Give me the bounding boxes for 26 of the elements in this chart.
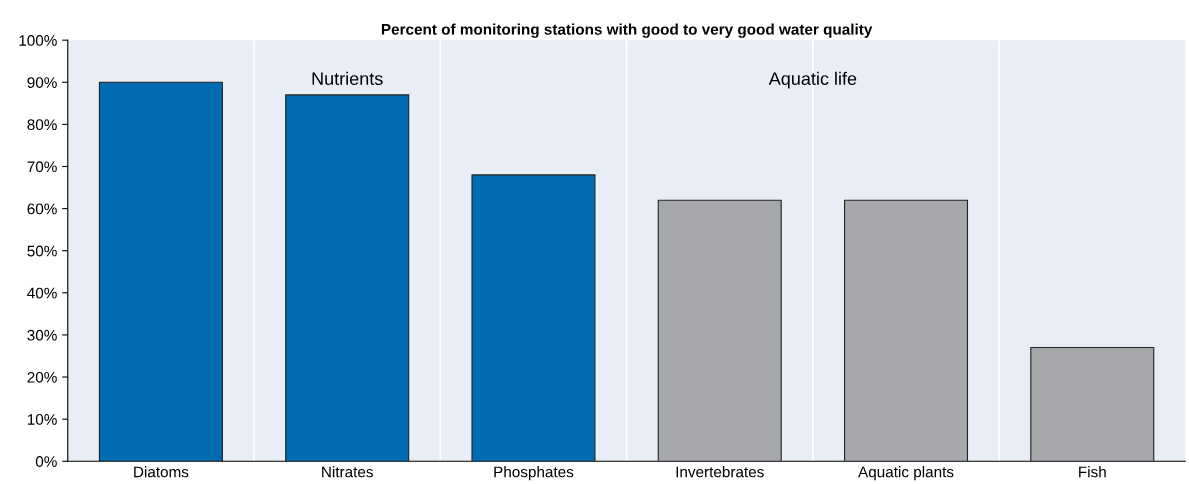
y-tick-label: 70% <box>27 161 57 173</box>
y-tick-label: 80% <box>27 119 57 131</box>
y-tick-label: 10% <box>27 414 57 425</box>
y-tick-label: 20% <box>27 371 57 383</box>
y-tick-label: 50% <box>27 245 57 257</box>
bar <box>285 94 410 462</box>
x-tick-label: Diatoms <box>134 466 189 478</box>
y-tick-label: 90% <box>27 77 57 88</box>
x-tick-label: Phosphates <box>494 466 574 481</box>
bar <box>657 199 782 462</box>
y-tick-label: 40% <box>27 287 57 299</box>
x-tick-label: Fish <box>1079 466 1106 478</box>
annotation: Nutrients <box>312 71 383 86</box>
x-tick-label: Aquatic plants <box>858 466 954 481</box>
y-tick-label: 100% <box>19 35 57 46</box>
chart-title: Percent of monitoring stations with good to very good water quality <box>381 23 873 38</box>
x-tick-label: Nitrates <box>322 466 373 478</box>
bar <box>471 174 596 462</box>
y-tick-label: 30% <box>27 329 57 341</box>
y-tick-label: 0% <box>35 456 57 467</box>
bar <box>98 81 223 462</box>
x-tick-label: Invertebrates <box>676 466 764 478</box>
bar <box>843 199 969 462</box>
bar <box>1030 347 1155 462</box>
annotation: Aquatic life <box>768 71 857 89</box>
y-tick-label: 60% <box>27 203 57 215</box>
